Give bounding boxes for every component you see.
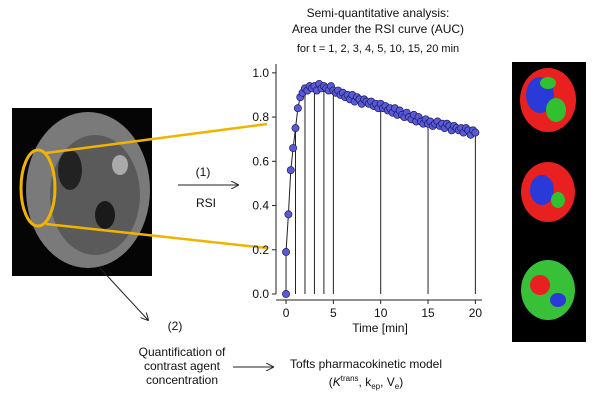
step-label: (1) [196, 165, 211, 179]
x-tick-label: 5 [330, 306, 337, 320]
y-tick-label: 0.0 [252, 287, 269, 301]
y-tick-label: 0.6 [252, 154, 269, 168]
text: ep [371, 382, 380, 391]
text-line: contrast agent [144, 359, 221, 373]
chart-subtitle: for t = 1, 2, 3, 4, 5, 10, 15, 20 min [297, 43, 459, 55]
x-tick-label: 20 [469, 306, 483, 320]
text: e [395, 382, 400, 391]
data-point [282, 248, 290, 256]
parametric-maps [512, 62, 586, 342]
text: K [333, 375, 342, 389]
data-point [282, 290, 290, 298]
y-tick-label: 1.0 [252, 66, 269, 80]
chart-title: Semi-quantitative analysis: [307, 6, 450, 20]
model-title: Tofts pharmacokinetic model [290, 357, 442, 371]
mri-image [12, 108, 152, 276]
arrow [99, 267, 148, 320]
text-line: concentration [146, 373, 218, 387]
zoom-line [45, 222, 268, 250]
y-tick-label: 0.2 [252, 243, 269, 257]
text-line: Quantification of [139, 345, 226, 359]
x-tick-label: 10 [374, 306, 388, 320]
step-label: RSI [196, 196, 216, 210]
data-point [289, 144, 298, 152]
y-tick-label: 0.4 [252, 199, 269, 213]
data-point [471, 128, 480, 137]
model-params: (Ktrans, kep, Ve) [329, 374, 404, 391]
data-point [293, 104, 302, 113]
x-tick-label: 0 [283, 306, 290, 320]
chart-title: Area under the RSI curve (AUC) [292, 22, 464, 36]
text: , V [380, 375, 395, 389]
step-label: (2) [168, 319, 183, 333]
text: ) [399, 375, 403, 389]
text: ( [329, 375, 333, 389]
data-point [291, 124, 300, 133]
x-tick-label: 15 [421, 306, 435, 320]
text: trans [341, 374, 359, 383]
y-tick-label: 0.8 [252, 110, 269, 124]
zoom-line [45, 122, 268, 155]
text: , k [359, 375, 373, 389]
data-point [284, 210, 293, 219]
data-point [286, 166, 295, 175]
plot: 0.0 0.2 0.4 0.6 0.8 1.0 0 5 10 15 20 [252, 64, 482, 320]
x-axis-title: Time [min] [352, 321, 408, 335]
